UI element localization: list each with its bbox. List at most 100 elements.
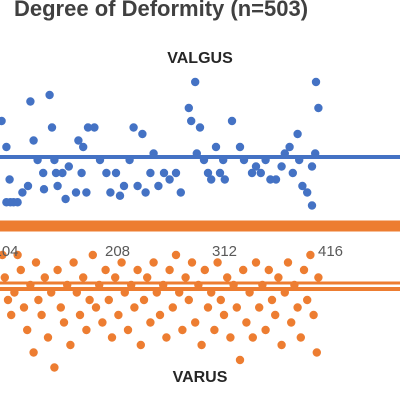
valgus-point <box>64 162 74 171</box>
valgus-point <box>293 129 302 139</box>
valgus-point <box>79 142 88 152</box>
x-tick-label: 104 <box>0 243 19 260</box>
varus-point <box>149 258 158 267</box>
chart-title: Degree of Deformity (n=503) <box>14 0 309 21</box>
varus-point <box>200 265 209 275</box>
valgus-point <box>138 129 147 139</box>
valgus-point <box>119 181 129 191</box>
varus-point <box>306 250 315 260</box>
varus-point <box>283 258 293 267</box>
valgus-point <box>115 191 125 200</box>
varus-point <box>299 265 309 275</box>
valgus-point <box>314 103 323 113</box>
valgus-point <box>106 188 115 197</box>
valgus-point <box>171 168 181 178</box>
valgus-point <box>26 97 35 106</box>
varus-point <box>50 363 59 372</box>
varus-point <box>274 273 283 282</box>
valgus-point <box>77 168 86 178</box>
valgus-point <box>176 188 185 197</box>
valgus-point <box>277 162 286 171</box>
varus-point <box>75 310 85 320</box>
varus-point <box>123 325 133 335</box>
valgus-point <box>251 162 261 171</box>
varus-point <box>139 295 149 305</box>
valgus-point <box>18 188 27 197</box>
valgus-point <box>0 116 6 126</box>
varus-point <box>0 273 9 282</box>
valgus-point <box>211 142 221 152</box>
varus-point <box>271 310 280 320</box>
varus-point <box>143 273 152 282</box>
varus-point <box>235 355 245 365</box>
varus-point <box>7 310 16 320</box>
varus-point <box>19 303 29 312</box>
valgus-point <box>159 168 169 178</box>
varus-point <box>16 265 25 275</box>
varus-point <box>314 273 323 282</box>
valgus-point <box>133 181 142 191</box>
varus-point <box>34 295 43 305</box>
varus-point <box>251 258 261 267</box>
valgus-point <box>227 116 237 126</box>
varus-point <box>203 303 213 312</box>
x-tick-label: 312 <box>212 243 237 260</box>
varus-point <box>303 295 312 305</box>
valgus-point <box>307 201 317 210</box>
varus-point <box>261 325 270 335</box>
varus-point <box>85 295 94 305</box>
varus-point <box>107 333 117 342</box>
valgus-point <box>90 123 99 132</box>
valgus-point <box>285 142 294 152</box>
valgus-point <box>207 175 216 184</box>
varus-point <box>53 265 62 275</box>
varus-point <box>111 273 120 282</box>
varus-point <box>184 295 193 305</box>
ticks-layer: 104 208 312 416 <box>0 243 343 260</box>
valgus-point <box>51 168 61 178</box>
valgus-point <box>220 175 229 184</box>
valgus-point <box>307 162 317 171</box>
varus-label: VARUS <box>172 369 228 386</box>
valgus-point <box>102 168 111 178</box>
varus-point <box>23 325 32 335</box>
varus-point <box>178 325 187 335</box>
varus-point <box>296 333 305 342</box>
x-tick-label: 416 <box>318 243 343 260</box>
varus-point <box>56 303 65 312</box>
varus-point <box>88 250 98 260</box>
varus-point <box>187 258 197 267</box>
valgus-point <box>184 103 193 113</box>
valgus-point <box>191 77 200 87</box>
valgus-point <box>187 116 196 126</box>
varus-point <box>117 258 126 267</box>
varus-point <box>255 303 264 312</box>
varus-point <box>216 295 225 305</box>
varus-point <box>168 303 177 312</box>
varus-point <box>13 250 22 260</box>
valgus-point <box>45 90 54 100</box>
valgus-point <box>165 175 174 184</box>
varus-point <box>293 303 302 312</box>
valgus-point <box>71 188 81 197</box>
varus-point <box>210 325 219 335</box>
varus-point <box>309 310 318 320</box>
valgus-point <box>141 188 150 197</box>
varus-point <box>3 295 13 305</box>
varus-point <box>69 258 78 267</box>
valgus-point <box>311 77 321 87</box>
varus-point <box>136 340 145 350</box>
valgus-point <box>298 181 307 191</box>
valgus-point <box>154 181 163 191</box>
varus-point <box>219 310 229 320</box>
varus-point <box>59 318 69 327</box>
valgus-point <box>13 198 22 207</box>
valgus-point <box>303 188 312 197</box>
varus-point <box>312 348 321 357</box>
varus-point <box>98 318 107 327</box>
valgus-point <box>83 123 93 132</box>
valgus-point <box>2 142 11 152</box>
valgus-point <box>61 194 70 204</box>
valgus-point <box>29 136 38 145</box>
varus-point <box>40 273 49 282</box>
